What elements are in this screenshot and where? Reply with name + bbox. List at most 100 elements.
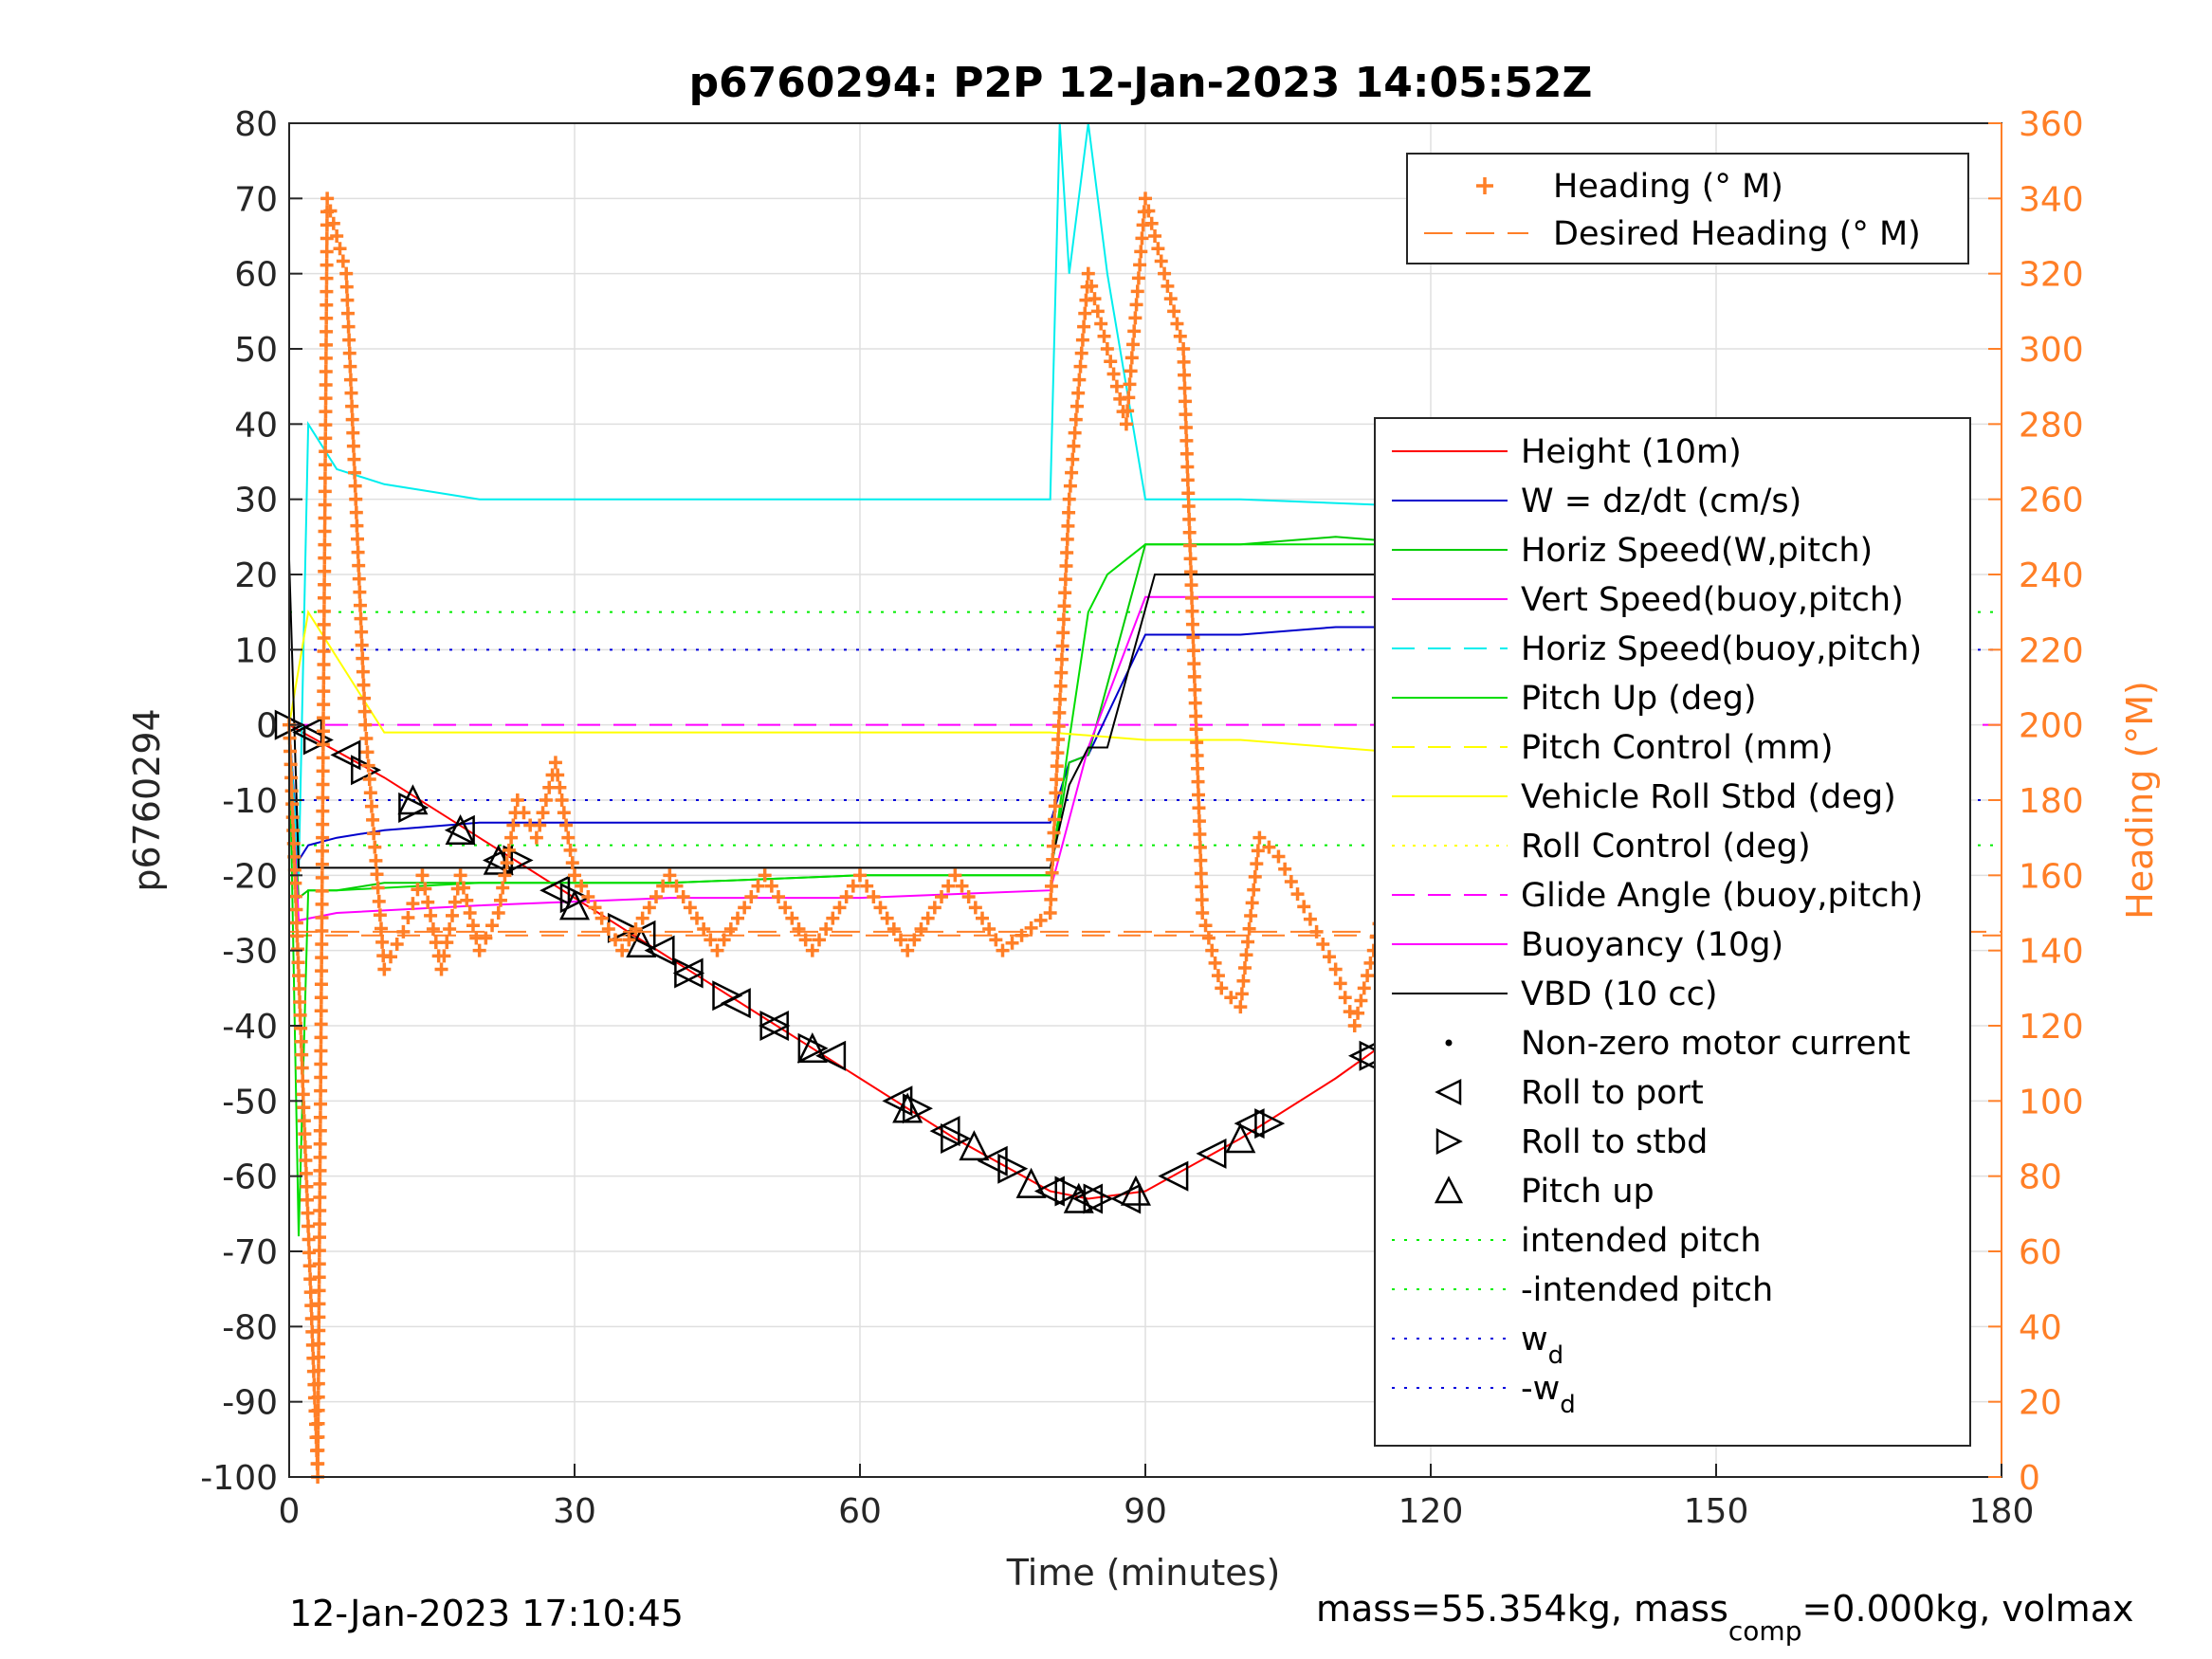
y-right-tick-label: 0: [2019, 1459, 2040, 1498]
heading-point: [345, 412, 359, 427]
y-right-tick-label: 340: [2019, 180, 2084, 219]
y-right-tick-label: 80: [2019, 1158, 2062, 1197]
heading-point: [479, 931, 493, 945]
y-right-tick-label: 160: [2019, 857, 2084, 896]
roll-to-stbd-marker: [759, 1010, 791, 1042]
legend-main-label: Vert Speed(buoy,pitch): [1521, 581, 1904, 619]
heading-point: [319, 392, 333, 406]
heading-point: [362, 772, 376, 786]
legend-subscript: d: [1548, 1341, 1564, 1370]
heading-point: [1135, 231, 1149, 246]
heading-point: [723, 922, 738, 936]
heading-point: [312, 1231, 326, 1245]
heading-point: [853, 868, 867, 883]
heading-point: [373, 908, 387, 922]
pitch-up-marker: [397, 784, 429, 815]
legend-main-label: Non-zero motor current: [1521, 1025, 1910, 1063]
y-axis-right-label: Heading (°M): [2119, 681, 2161, 920]
legend-main-label: -intended pitch: [1521, 1271, 1773, 1309]
heading-point: [355, 638, 369, 652]
roll-to-port-marker: [330, 739, 361, 771]
heading-point: [914, 922, 928, 936]
heading-point: [731, 911, 744, 925]
heading-point: [1187, 657, 1201, 671]
heading-point: [288, 889, 302, 903]
legend-heading-box: [1406, 153, 1969, 264]
heading-point: [1124, 364, 1138, 378]
y-left-tick-label: 20: [234, 556, 278, 595]
heading-point: [901, 943, 915, 957]
y-right-tick-label: 120: [2019, 1008, 2084, 1047]
footer-mass-sub: comp: [1728, 1615, 1802, 1647]
legend-main-label: Pitch up: [1521, 1173, 1654, 1211]
heading-point: [1163, 292, 1178, 306]
heading-point: [568, 868, 581, 883]
x-tick-label: 120: [1398, 1492, 1464, 1531]
heading-point: [575, 879, 589, 893]
legend-main-label: Vehicle Roll Stbd (deg): [1521, 778, 1896, 816]
legend-heading-label: Heading (° M): [1553, 168, 1783, 206]
heading-point: [1056, 626, 1070, 640]
heading-point: [1058, 573, 1072, 587]
heading-point: [316, 764, 330, 778]
y-right-tick-label: 20: [2019, 1384, 2062, 1423]
heading-point: [349, 492, 363, 506]
heading-point: [1106, 367, 1121, 381]
heading-point: [317, 617, 331, 631]
y-left-tick-label: 30: [234, 482, 278, 520]
heading-point: [1142, 204, 1156, 218]
pitch-up-marker: [445, 813, 476, 845]
heading-point: [1069, 412, 1083, 427]
pitch-up-marker: [1120, 1175, 1151, 1206]
legend-swatch-roll-port: [1435, 1078, 1462, 1106]
heading-point: [296, 1074, 310, 1088]
heading-point: [563, 843, 577, 857]
heading-point: [302, 1232, 316, 1247]
heading-point: [320, 271, 334, 285]
footer-mass: mass=55.354kg, masscomp=0.000kg, volmax: [1316, 1588, 2133, 1647]
heading-point: [1045, 866, 1059, 880]
heading-point: [1067, 439, 1081, 453]
heading-point: [1191, 761, 1205, 775]
y-right-tick-label: 360: [2019, 105, 2084, 144]
heading-point: [1033, 913, 1048, 927]
heading-point: [1074, 346, 1088, 360]
heading-point: [437, 949, 451, 963]
heading-point: [283, 757, 298, 772]
heading-point: [314, 1004, 328, 1018]
legend-main: Height (10m) W = dz/dt (cm/s) Horiz Speed(…: [1374, 417, 1971, 1447]
heading-point: [1088, 292, 1102, 306]
heading-point: [350, 519, 364, 533]
heading-point: [316, 791, 330, 805]
heading-point: [1189, 722, 1203, 737]
heading-point: [982, 922, 996, 936]
heading-point: [615, 943, 630, 957]
heading-point: [375, 935, 390, 949]
heading-point: [1185, 617, 1199, 631]
heading-point: [1054, 652, 1069, 666]
heading-point: [1224, 991, 1238, 1005]
heading-point: [1054, 665, 1069, 680]
heading-point: [359, 731, 374, 745]
heading-point: [302, 1219, 316, 1233]
y-right-tick-label: 260: [2019, 482, 2084, 520]
heading-point: [340, 293, 355, 307]
heading-point: [372, 894, 386, 908]
heading-point: [1024, 921, 1038, 935]
legend-subscript: d: [1560, 1391, 1576, 1419]
heading-point: [1124, 351, 1139, 365]
heading-point: [1361, 969, 1375, 983]
heading-point: [1085, 279, 1099, 293]
heading-point: [421, 895, 435, 909]
heading-point: [1133, 258, 1147, 272]
heading-point: [317, 684, 331, 699]
roll-to-port-marker: [1196, 1138, 1227, 1169]
heading-point: [357, 704, 372, 719]
heading-point: [548, 756, 562, 770]
heading-point: [320, 258, 334, 272]
legend-heading-label: Desired Heading (° M): [1553, 215, 1921, 253]
heading-point: [364, 799, 378, 813]
heading-point: [426, 922, 440, 936]
heading-point: [330, 229, 344, 243]
heading-point: [1239, 948, 1253, 962]
